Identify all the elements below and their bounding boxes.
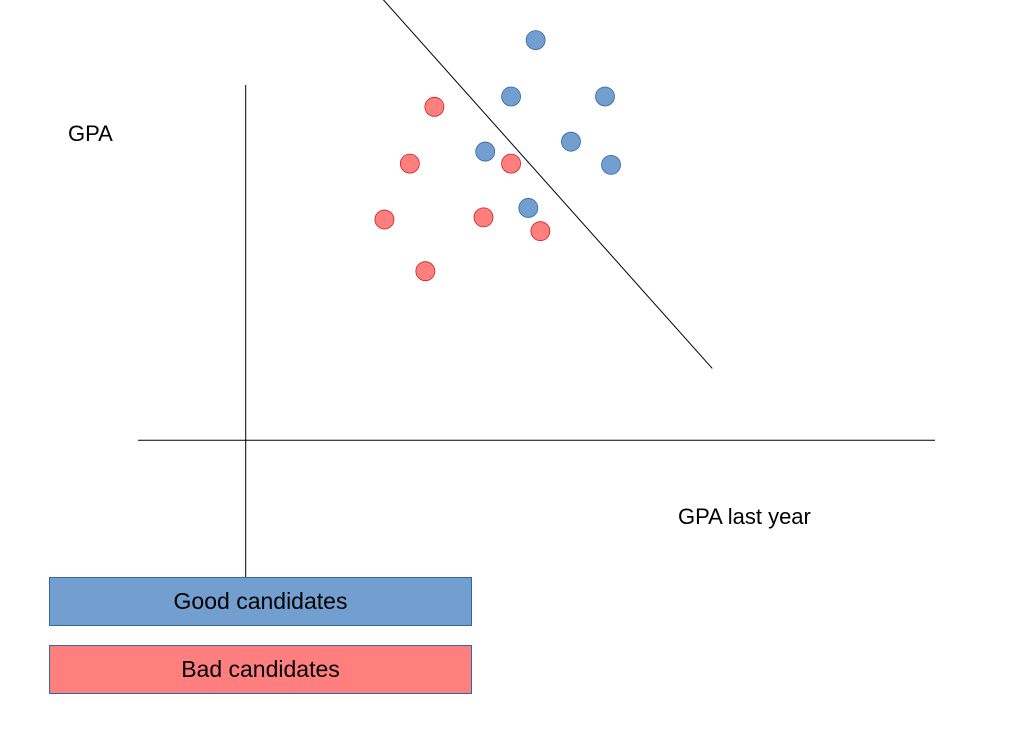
bad-candidates-point-1 [424,96,445,117]
good-candidates-point-6 [601,155,621,175]
good-candidates-point-4 [561,131,581,152]
y-axis-label: GPA [68,121,113,146]
legend-item-good-candidates: Good candidates [49,577,472,626]
legend-label-bad-candidates: Bad candidates [181,656,340,682]
good-candidates-point-2 [501,86,521,107]
bad-candidates-point-2 [399,153,420,174]
good-candidates-point-1 [525,30,546,51]
legend-label-good-candidates: Good candidates [173,588,348,614]
bad-candidates-point-7 [530,221,551,242]
good-candidates-point-5 [595,86,615,107]
data-points [374,30,621,282]
bad-candidates-point-4 [415,261,436,282]
good-candidates-point-7 [518,198,539,218]
decision-boundary-line [382,0,713,369]
good-candidates-point-3 [475,141,496,162]
bad-candidates-point-3 [374,209,395,230]
x-axis-label: GPA last year [678,504,811,529]
bad-candidates-point-5 [473,207,494,228]
legend-item-bad-candidates: Bad candidates [49,645,472,694]
bad-candidates-point-6 [501,153,521,174]
